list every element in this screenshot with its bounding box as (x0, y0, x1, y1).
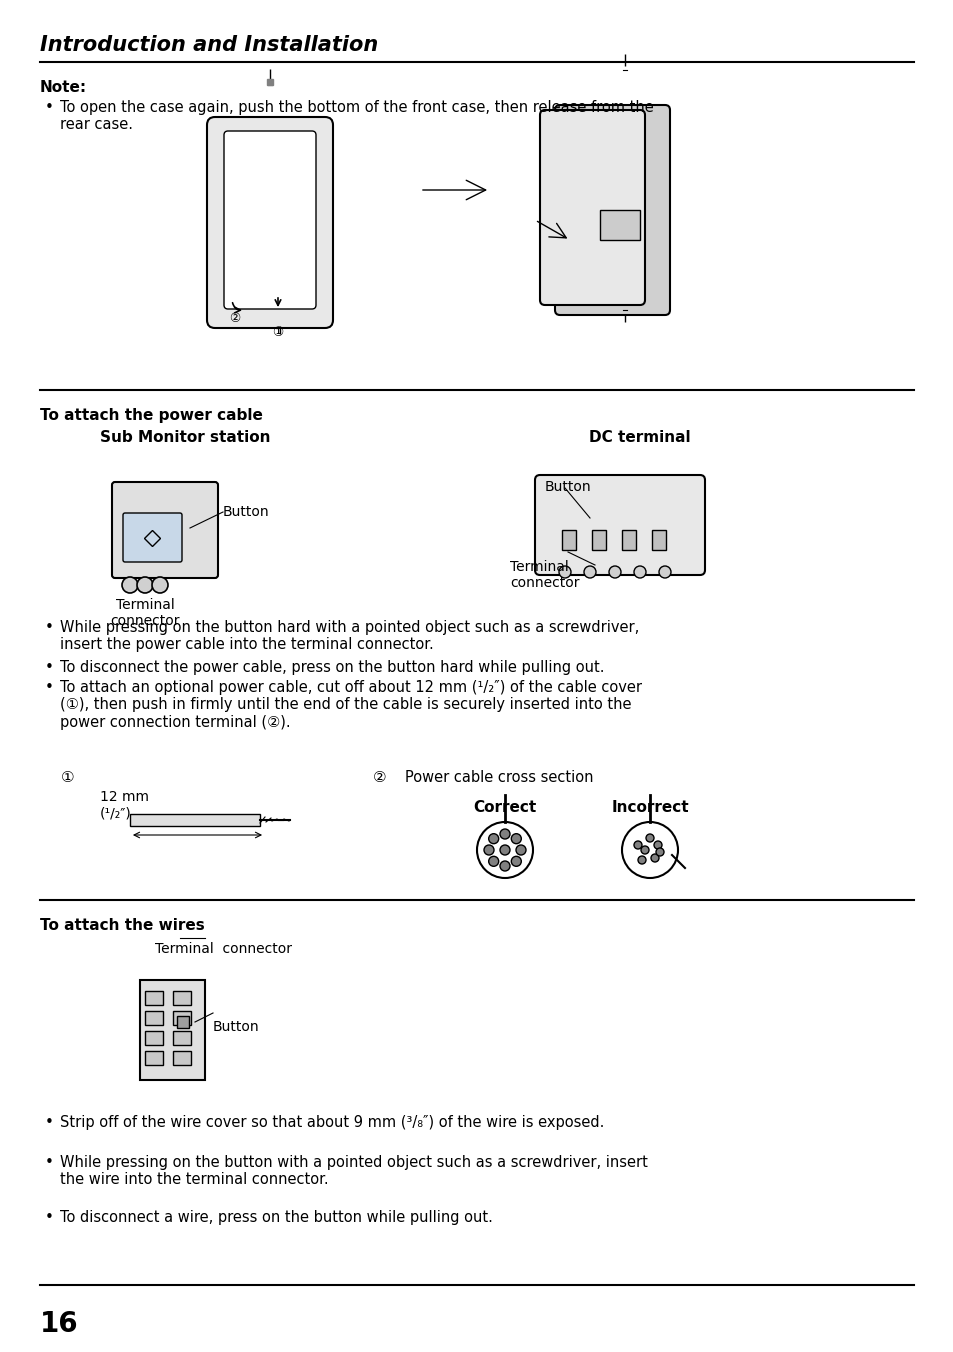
Text: •: • (45, 1115, 53, 1130)
Bar (145, 1011, 163, 1025)
Text: To open the case again, push the bottom of the front case, then release from the: To open the case again, push the bottom … (60, 100, 653, 132)
Text: Strip off of the wire cover so that about 9 mm (³/₈″) of the wire is exposed.: Strip off of the wire cover so that abou… (60, 1115, 604, 1130)
Text: Terminal  connector: Terminal connector (154, 942, 292, 956)
FancyBboxPatch shape (123, 512, 182, 562)
Text: To attach the power cable: To attach the power cable (40, 408, 263, 423)
Circle shape (137, 577, 152, 594)
Bar (561, 530, 576, 550)
Circle shape (638, 856, 645, 864)
Text: •: • (45, 680, 53, 695)
Circle shape (608, 566, 620, 579)
Text: •: • (45, 621, 53, 635)
Text: ①: ① (273, 326, 283, 338)
Text: Terminal
connector: Terminal connector (510, 560, 578, 591)
Text: ②: ② (229, 311, 240, 324)
Text: To attach the wires: To attach the wires (40, 918, 205, 933)
Circle shape (488, 856, 498, 867)
Text: Power cable cross section: Power cable cross section (405, 771, 593, 786)
Text: Button: Button (213, 1019, 259, 1034)
Circle shape (634, 566, 645, 579)
Circle shape (511, 856, 520, 867)
Circle shape (499, 861, 510, 871)
Text: •: • (45, 1210, 53, 1225)
FancyBboxPatch shape (112, 483, 218, 579)
Text: 16: 16 (40, 1310, 78, 1338)
Text: •: • (45, 1155, 53, 1169)
Circle shape (654, 841, 661, 849)
Bar (172, 1032, 191, 1045)
Text: While pressing on the button with a pointed object such as a screwdriver, insert: While pressing on the button with a poin… (60, 1155, 647, 1187)
Text: To disconnect the power cable, press on the button hard while pulling out.: To disconnect the power cable, press on … (60, 660, 604, 675)
Bar (621, 530, 636, 550)
Bar (145, 1051, 163, 1065)
Text: While pressing on the button hard with a pointed object such as a screwdriver,
i: While pressing on the button hard with a… (60, 621, 639, 653)
Circle shape (511, 834, 520, 844)
Text: Button: Button (223, 506, 270, 519)
Circle shape (499, 829, 510, 840)
Circle shape (659, 566, 670, 579)
Text: •: • (45, 100, 53, 115)
Bar (130, 814, 260, 826)
Circle shape (488, 834, 498, 844)
Text: ②: ② (373, 771, 386, 786)
FancyBboxPatch shape (207, 118, 333, 329)
Text: Incorrect: Incorrect (611, 800, 688, 815)
Text: Terminal
connector: Terminal connector (111, 598, 179, 629)
Bar (145, 991, 163, 1005)
FancyBboxPatch shape (535, 475, 704, 575)
Text: ①: ① (61, 771, 74, 786)
Text: Sub Monitor station: Sub Monitor station (100, 430, 270, 445)
Text: Note:: Note: (40, 80, 87, 95)
Circle shape (650, 854, 659, 863)
Circle shape (621, 822, 678, 877)
FancyBboxPatch shape (555, 105, 669, 315)
Text: To disconnect a wire, press on the button while pulling out.: To disconnect a wire, press on the butto… (60, 1210, 493, 1225)
Bar (172, 1011, 191, 1025)
Bar (145, 1032, 163, 1045)
Text: Button: Button (544, 480, 591, 493)
FancyBboxPatch shape (539, 110, 644, 306)
Bar (599, 210, 639, 241)
Bar (172, 991, 191, 1005)
Bar (140, 980, 205, 1080)
Text: Introduction and Installation: Introduction and Installation (40, 35, 377, 55)
Circle shape (558, 566, 571, 579)
Circle shape (583, 566, 596, 579)
Text: To attach an optional power cable, cut off about 12 mm (¹/₂″) of the cable cover: To attach an optional power cable, cut o… (60, 680, 641, 730)
Circle shape (499, 845, 510, 854)
Circle shape (483, 845, 494, 854)
Circle shape (122, 577, 138, 594)
Circle shape (656, 848, 663, 856)
Text: 12 mm
(¹/₂″): 12 mm (¹/₂″) (100, 790, 149, 821)
FancyBboxPatch shape (224, 131, 315, 310)
Circle shape (476, 822, 533, 877)
Bar (651, 530, 665, 550)
Circle shape (640, 846, 648, 854)
Circle shape (516, 845, 525, 854)
Bar (592, 530, 605, 550)
Bar (172, 1051, 191, 1065)
Text: Correct: Correct (473, 800, 536, 815)
Circle shape (152, 577, 168, 594)
Circle shape (645, 834, 654, 842)
Circle shape (634, 841, 641, 849)
Text: •: • (45, 660, 53, 675)
Text: DC terminal: DC terminal (589, 430, 690, 445)
